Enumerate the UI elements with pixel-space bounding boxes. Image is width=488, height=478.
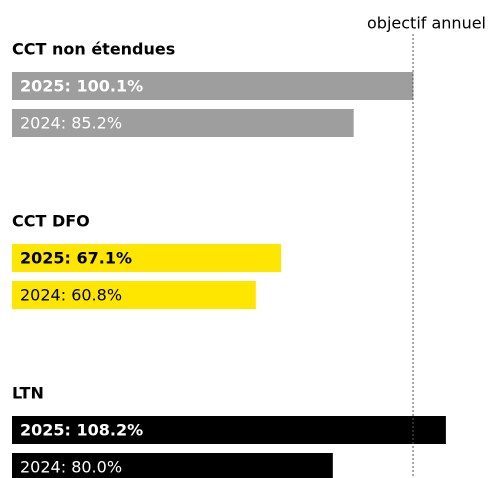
bar bbox=[12, 281, 256, 309]
bar-label: 2024: 80.0% bbox=[20, 458, 122, 477]
bar-label: 2024: 60.8% bbox=[20, 286, 122, 305]
bar-label: 2025: 108.2% bbox=[20, 421, 143, 440]
bar bbox=[12, 109, 354, 137]
bar bbox=[12, 72, 414, 100]
bar-label: 2024: 85.2% bbox=[20, 114, 122, 133]
category-label: LTN bbox=[12, 384, 44, 403]
category-label: CCT DFO bbox=[12, 212, 90, 231]
bar bbox=[12, 416, 446, 444]
bar-label: 2025: 67.1% bbox=[20, 249, 132, 268]
annotation-label: objectif annuel bbox=[367, 14, 486, 33]
category-label: CCT non étendues bbox=[12, 40, 175, 59]
bar-label: 2025: 100.1% bbox=[20, 77, 143, 96]
bar bbox=[12, 453, 333, 478]
bar bbox=[12, 244, 282, 272]
